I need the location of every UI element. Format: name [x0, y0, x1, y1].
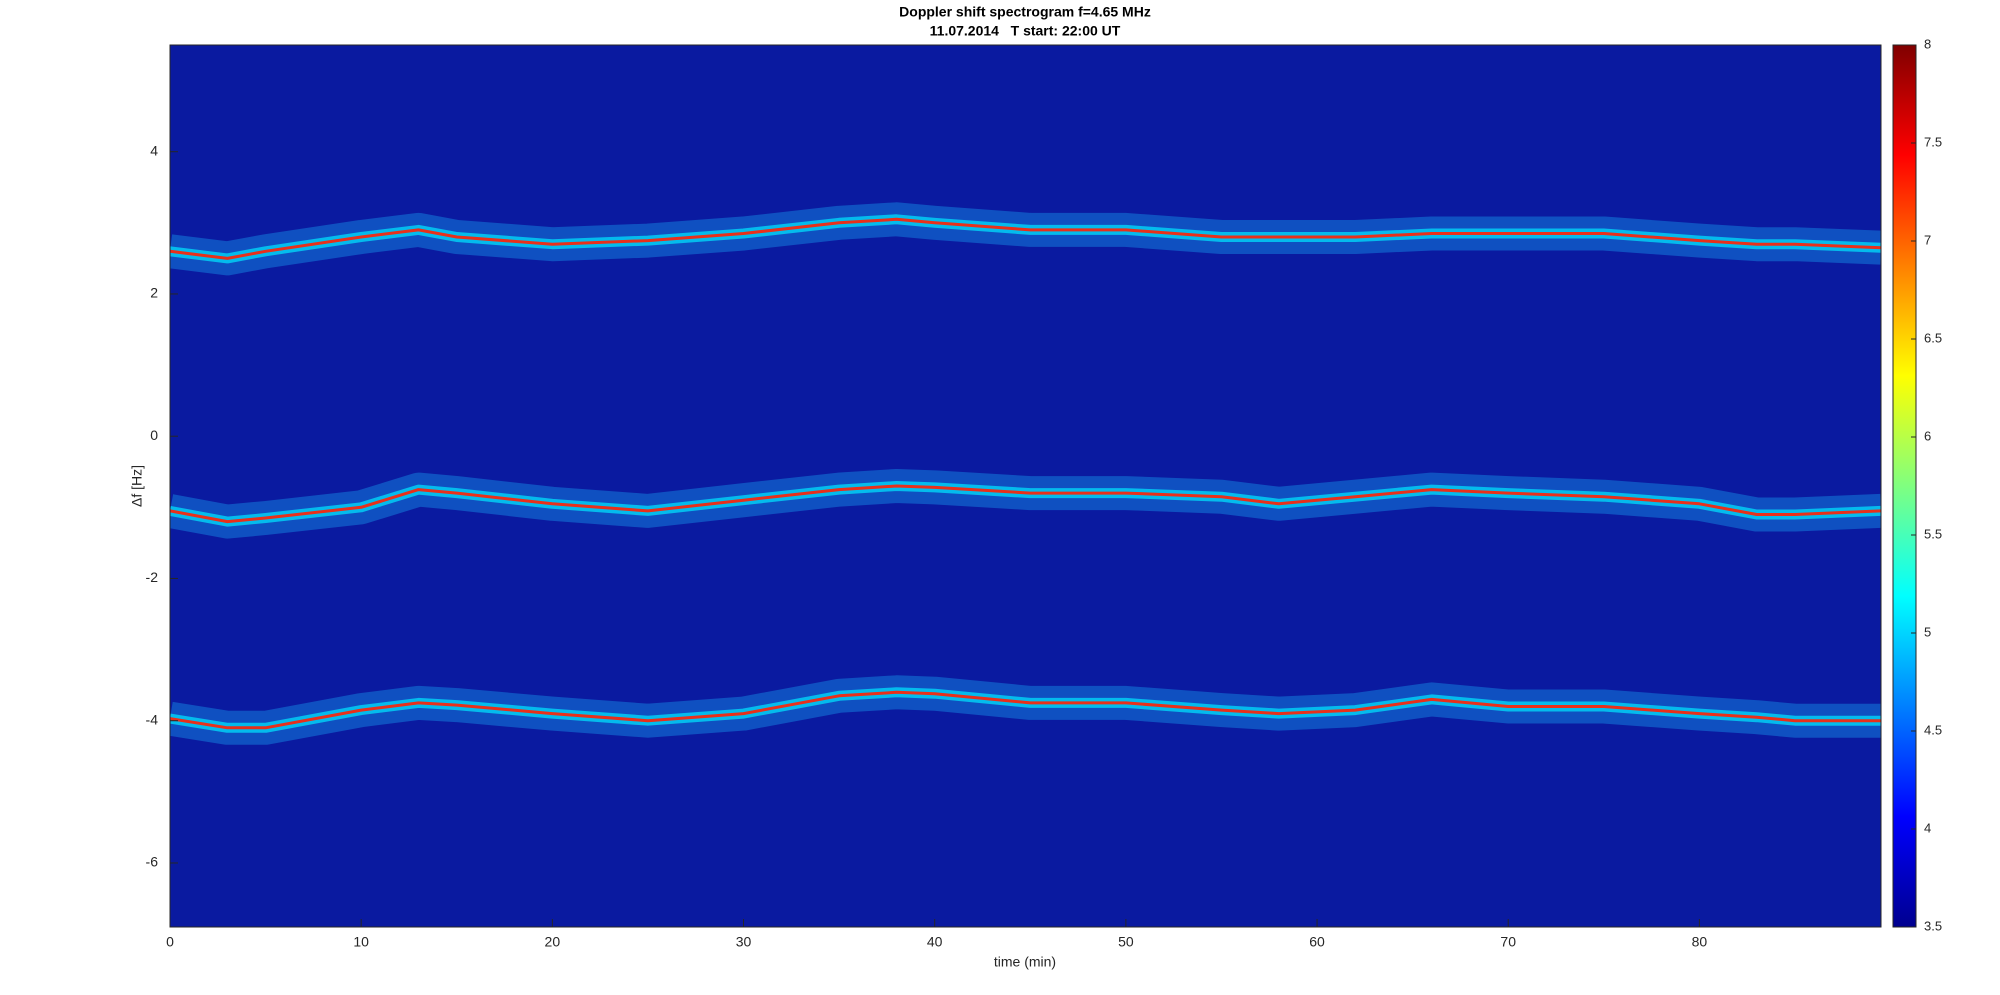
y-tick-label: -2	[146, 569, 159, 585]
x-tick-label: 80	[1692, 934, 1708, 950]
colorbar-tick-label: 4.5	[1924, 722, 1942, 737]
chart-subtitle: 11.07.2014 T start: 22:00 UT	[930, 23, 1121, 39]
colorbar-tick-label: 8	[1924, 36, 1931, 51]
colorbar	[1892, 44, 1917, 928]
colorbar-tick-label: 3.5	[1924, 918, 1942, 933]
y-tick-label: 2	[150, 285, 158, 301]
colorbar-tick-label: 7.5	[1924, 134, 1942, 149]
plot-area	[170, 202, 1881, 745]
chart-title: Doppler shift spectrogram f=4.65 MHz	[899, 4, 1151, 20]
trace-line	[170, 484, 1881, 524]
trace-line	[170, 690, 1881, 730]
y-tick-label: 4	[150, 142, 158, 158]
x-tick-label: 10	[353, 934, 369, 950]
x-tick-label: 30	[736, 934, 752, 950]
x-tick-label: 70	[1500, 934, 1516, 950]
y-tick-label: -6	[146, 854, 159, 870]
x-tick-label: 50	[1118, 934, 1134, 950]
x-tick-label: 20	[545, 934, 561, 950]
colorbar-tick-label: 6	[1924, 428, 1931, 443]
y-axis-label: Δf [Hz]	[129, 465, 145, 507]
colorbar-tick-label: 6.5	[1924, 330, 1942, 345]
x-tick-label: 0	[166, 934, 174, 950]
plot-background	[170, 45, 1881, 927]
plot-frame	[169, 44, 1882, 928]
colorbar-tick-label: 4	[1924, 820, 1931, 835]
x-tick-label: 40	[927, 934, 943, 950]
trace-line	[170, 217, 1881, 260]
colorbar-tick-label: 5.5	[1924, 526, 1942, 541]
colorbar-tick-label: 7	[1924, 232, 1931, 247]
x-axis-label: time (min)	[994, 954, 1056, 970]
y-tick-label: 0	[150, 427, 158, 443]
x-tick-label: 60	[1309, 934, 1325, 950]
colorbar-tick-label: 5	[1924, 624, 1931, 639]
y-tick-label: -4	[146, 711, 159, 727]
